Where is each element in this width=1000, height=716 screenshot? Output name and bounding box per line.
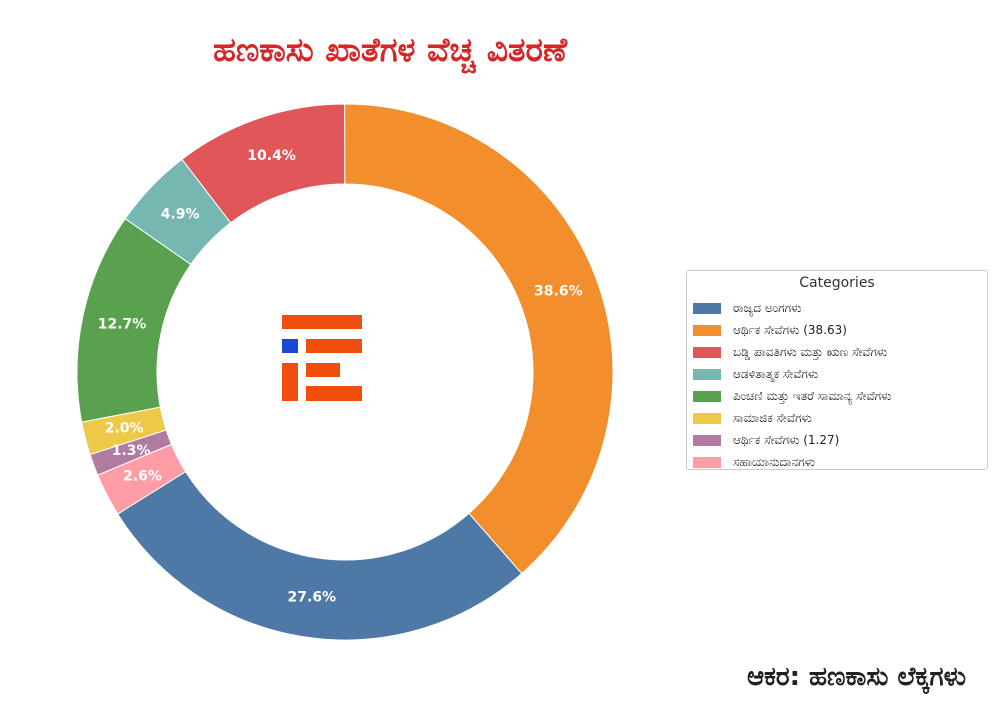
legend-swatch	[693, 390, 721, 402]
legend-entries: ರಾಜ್ಯದ ಅಂಗಗಳು ಆರ್ಥಿಕ ಸೇವೆಗಳು (38.63) ಬಡ್ಡಿ…	[693, 297, 981, 473]
percent-labels: 27.6% 38.6% 10.4% 4.9% 12.7% 2.0% 1.3% 2.6%	[98, 148, 583, 605]
legend-entry: ರಾಜ್ಯದ ಅಂಗಗಳು	[693, 297, 981, 319]
donut-slice	[97, 443, 187, 515]
percent-label: 2.6%	[123, 469, 162, 485]
percent-label: 27.6%	[288, 590, 337, 606]
legend-label: ಪಿಂಚಣಿ ಮತ್ತು ಇತರೆ ಸಾಮಾನ್ಯ ಸೇವೆಗಳು	[733, 388, 892, 403]
legend-label: ಆರ್ಥಿಕ ಸೇವೆಗಳು (1.27)	[733, 432, 840, 447]
legend: Categories ರಾಜ್ಯದ ಅಂಗಗಳು ಆರ್ಥಿಕ ಸೇವೆಗಳು (…	[686, 270, 988, 470]
source-note: ಆಕರ: ಹಣಕಾಸು ಲೆಕ್ಕಗಳು	[746, 662, 966, 692]
legend-swatch	[693, 368, 721, 380]
donut-slice	[117, 470, 523, 641]
legend-label: ಸಾಮಾಜಿಕ ಸೇವೆಗಳು	[733, 410, 812, 425]
percent-label: 2.0%	[105, 421, 144, 437]
legend-entry: ಸಾಮಾಜಿಕ ಸೇವೆಗಳು	[693, 407, 981, 429]
legend-entry: ಆರ್ಥಿಕ ಸೇವೆಗಳು (1.27)	[693, 429, 981, 451]
legend-label: ಆಡಳಿತಾತ್ಮಕ ಸೇವೆಗಳು	[733, 366, 819, 381]
percent-label: 4.9%	[161, 206, 200, 222]
legend-swatch	[693, 456, 721, 468]
legend-swatch	[693, 412, 721, 424]
legend-title: Categories	[799, 275, 875, 291]
legend-entry: ಬಡ್ಡಿ ಪಾವತಿಗಳು ಮತ್ತು ಋಣ ಸೇವೆಗಳು	[693, 341, 981, 363]
legend-entry: ಆರ್ಥಿಕ ಸೇವೆಗಳು (38.63)	[693, 319, 981, 341]
legend-entry: ಪಿಂಚಣಿ ಮತ್ತು ಇತರೆ ಸಾಮಾನ್ಯ ಸೇವೆಗಳು	[693, 385, 981, 407]
legend-swatch	[693, 434, 721, 446]
legend-swatch	[693, 346, 721, 358]
chart-title: ಹಣಕಾಸು ಖಾತೆಗಳ ವೆಚ್ಚ ವಿತರಣೆ	[212, 30, 568, 69]
legend-label: ರಾಜ್ಯದ ಅಂಗಗಳು	[733, 300, 802, 315]
donut-slices	[76, 103, 614, 641]
percent-label: 12.7%	[98, 316, 147, 332]
legend-swatch	[693, 302, 721, 314]
percent-label: 38.6%	[534, 284, 583, 300]
percent-label: 10.4%	[247, 148, 296, 164]
donut-slice	[344, 103, 614, 575]
percent-label: 1.3%	[112, 443, 151, 459]
legend-label: ಬಡ್ಡಿ ಪಾವತಿಗಳು ಮತ್ತು ಋಣ ಸೇವೆಗಳು	[733, 344, 888, 359]
legend-label: ಆರ್ಥಿಕ ಸೇವೆಗಳು (38.63)	[733, 322, 847, 337]
ie-logo-icon	[282, 315, 362, 401]
legend-label: ಸಹಾಯಾನುದಾನಗಳು	[733, 454, 815, 469]
legend-entry: ಆಡಳಿತಾತ್ಮಕ ಸೇವೆಗಳು	[693, 363, 981, 385]
legend-swatch	[693, 324, 721, 336]
legend-entry: ಸಹಾಯಾನುದಾನಗಳು	[693, 451, 981, 473]
